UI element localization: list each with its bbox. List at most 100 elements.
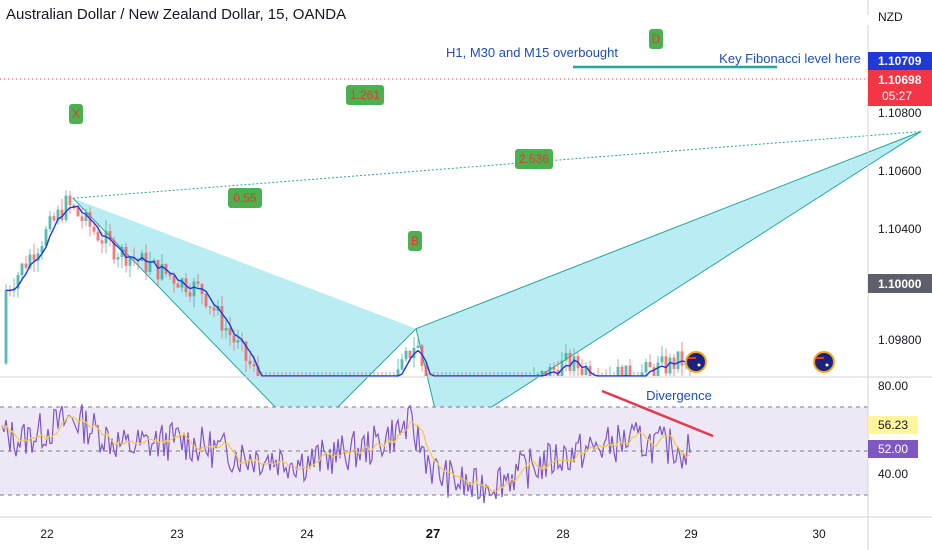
candle-body (68, 195, 72, 206)
price-tick: 1.10400 (878, 222, 922, 236)
harmonic-bd-line (415, 131, 922, 330)
candle-body (248, 360, 252, 365)
candle-body (572, 356, 576, 371)
candle-body (116, 257, 120, 260)
candle-body (108, 231, 112, 241)
candle-body (404, 350, 408, 360)
candle-body (212, 307, 216, 311)
candle-body (620, 366, 624, 376)
candle-body (156, 260, 160, 280)
ratio-badge (228, 188, 262, 208)
time-tick: 22 (40, 527, 54, 541)
candle-body (660, 356, 664, 363)
candle-body (196, 281, 200, 284)
fibonacci-annotation: Key Fibonacci level here (719, 51, 861, 66)
candle-body (680, 351, 684, 366)
candle-body (224, 328, 228, 331)
price-tick: 1.10800 (878, 106, 922, 120)
ratio-label: 1.261 (350, 88, 380, 102)
price-tick: 1.10600 (878, 164, 922, 178)
candle-body (20, 263, 24, 276)
candle-body (72, 205, 76, 208)
time-tick: 27 (426, 526, 440, 541)
candle-body (40, 246, 44, 254)
candle-body (400, 359, 404, 370)
candle-body (584, 366, 588, 375)
candle-body (244, 341, 248, 361)
ask-price-tag (868, 52, 932, 70)
ratio-badge (515, 149, 553, 169)
candle-body (616, 366, 620, 376)
candle-body (44, 229, 48, 247)
candle-body (4, 290, 8, 364)
candle-body (648, 362, 652, 368)
candle-body (32, 254, 36, 261)
rsi-panel (0, 404, 868, 504)
candle-body (252, 364, 256, 367)
australia-flag-icon (685, 351, 707, 373)
time-tick: 29 (684, 527, 698, 541)
rsi-ma-line (1, 415, 691, 493)
candle-body (172, 275, 176, 284)
candle-body (624, 365, 628, 376)
divergence-annotation: Divergence (646, 388, 712, 403)
candle-body (668, 357, 672, 374)
candle-body (676, 351, 680, 369)
candle-body (548, 367, 552, 376)
pattern-point-label: B (411, 234, 419, 248)
overbought-annotation: H1, M30 and M15 overbought (446, 45, 618, 60)
moving-average-line (5, 205, 691, 377)
rsi-tick: 40.00 (878, 467, 908, 481)
candle-body (236, 340, 240, 343)
candle-body (144, 252, 148, 272)
time-tick: 23 (170, 527, 184, 541)
candle-body (96, 231, 100, 241)
pattern-point-marker (408, 231, 422, 251)
divergence-line (601, 389, 714, 438)
candle-body (664, 356, 668, 374)
candle-body (112, 240, 116, 260)
candle-body (416, 345, 420, 348)
rsi-line (1, 404, 691, 504)
currency-label: NZD (878, 10, 903, 24)
annotation-layer: X B D 1.261 0.55 2.536 H1, M30 and M15 overbou… (69, 29, 861, 438)
pattern-point-label: X (72, 107, 80, 121)
candle-body (84, 212, 88, 221)
candle-body (24, 263, 28, 268)
candle-body (168, 273, 172, 276)
candle-body (160, 263, 164, 280)
candle-body (76, 207, 80, 217)
rsi-tick: 80.00 (878, 379, 908, 393)
candle-body (80, 216, 84, 221)
time-tick: 30 (812, 527, 826, 541)
ratio-badge (346, 85, 384, 105)
candle-body (148, 262, 152, 272)
pattern-point-label: D (652, 32, 661, 46)
last-price-text: 1.10698 (878, 73, 922, 87)
time-tick: 24 (300, 527, 314, 541)
australia-flag-icon (813, 351, 835, 373)
candle-body (100, 240, 104, 244)
candle-body (656, 362, 660, 376)
candle-body (424, 365, 428, 376)
candle-body (544, 370, 548, 376)
price-tick: 1.09800 (878, 333, 922, 347)
rsi-ma-value: 56.23 (878, 418, 908, 432)
candle-body (228, 328, 232, 336)
last-price-tag (868, 70, 932, 106)
candle-body (208, 306, 212, 308)
candle-body (412, 347, 416, 359)
price-panel (0, 78, 922, 440)
candle-body (60, 209, 64, 221)
candle-body (220, 306, 224, 331)
candle-body (16, 275, 20, 289)
candle-body (628, 365, 632, 376)
candle-body (232, 335, 236, 343)
candle-body (652, 367, 656, 376)
candle-body (644, 362, 648, 373)
harmonic-xab-fill (72, 198, 417, 439)
candle-body (640, 372, 644, 376)
candle-body (408, 350, 412, 359)
ask-price-text: 1.10709 (878, 54, 922, 68)
